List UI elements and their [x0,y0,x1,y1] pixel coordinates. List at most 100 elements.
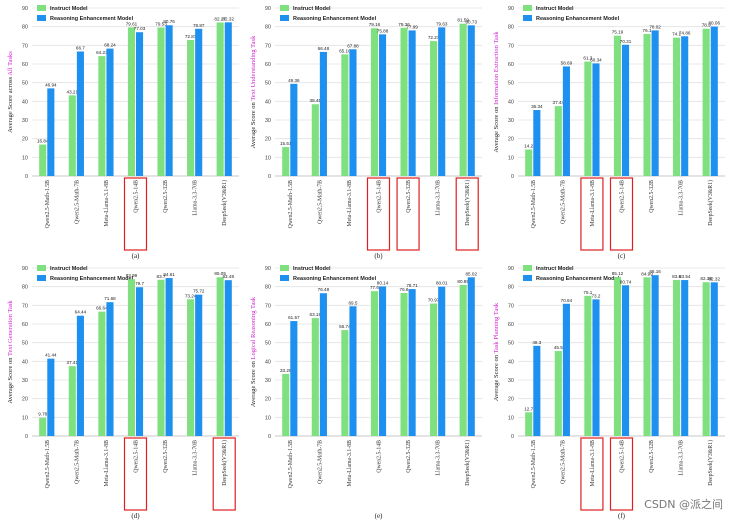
data-label: 76.6 [400,287,409,292]
data-label: 41.44 [45,353,57,358]
bar-reasoning [47,88,55,176]
legend-label: Instruct Model [293,6,331,12]
x-tick-label: Qwen2.5-Math-1.5B [45,180,51,228]
bar-reasoning [224,22,232,177]
y-axis-label-task: Logical Reasoning Task [250,296,257,359]
data-label: 66.64 [96,306,108,311]
bar-instruct [673,37,681,177]
data-label: 16.84 [37,139,49,144]
data-label: 77.6 [370,285,379,290]
x-tick-label: Llama-3.3-70B [436,440,442,476]
bar-reasoning [195,28,203,176]
bar-instruct [459,285,467,436]
x-tick-label: Qwen2.5-32B [163,440,169,473]
bar-instruct [157,279,165,436]
data-label: 77.99 [406,24,418,29]
bar-instruct [341,54,349,177]
data-label: 82.32 [223,16,235,21]
data-label: 85.12 [612,271,624,276]
data-label: 83.54 [679,274,691,279]
data-label: 84.99 [641,271,653,276]
y-tick-label: 50 [508,81,514,87]
x-tick-label: DeepSeek(V3&R1) [221,180,228,226]
panel-label: (e) [375,512,383,520]
bar-reasoning [165,25,173,176]
y-tick-label: 50 [508,341,514,347]
legend-swatch-instruct [523,265,532,271]
data-label: 15.51 [280,141,292,146]
x-tick-label: Meta-Llama-3.1-8B [104,440,110,487]
bar-reasoning [379,34,387,177]
legend: Instruct Model Reasoning Enhancement Mode… [280,265,377,282]
data-label: 85.02 [466,271,478,276]
bar-instruct [39,144,47,176]
bar-reasoning [710,26,718,176]
bar-instruct [187,299,195,436]
legend-label: Instruct Model [293,266,331,272]
legend-label: Reasoning Enhancement Model [50,276,134,282]
y-axis-label-prefix: Average Score on [493,354,500,402]
bar-instruct [127,27,135,176]
legend-label: Reasoning Enhancement Model [536,16,620,22]
data-label: 80.76 [163,19,175,24]
y-tick-label: 90 [265,6,271,12]
bar-reasoning [319,51,327,176]
y-axis-label-prefix: Average Score on [250,359,257,407]
x-tick-label: DeepSeek(V3&R1) [221,440,228,486]
bar-instruct [702,282,710,436]
data-label: 80.01 [436,281,448,286]
panel-label: (c) [618,252,626,260]
data-label: 83.7 [157,274,166,279]
data-label: 58.69 [561,60,573,65]
bar-instruct [68,366,76,436]
y-axis-label: Average Score on Text Understanding Task [250,35,257,148]
data-label: 68.24 [104,43,116,48]
y-tick-label: 30 [508,378,514,384]
data-label: 79.16 [369,22,381,27]
bar-instruct [216,277,224,436]
data-label: 49.36 [288,78,300,83]
y-axis-label-prefix: Average Score on [493,105,500,153]
data-label: 61.57 [288,315,300,320]
legend-label: Reasoning Enhancement Model [293,276,377,282]
data-label: 79.7 [135,281,144,286]
bar-reasoning [408,30,416,176]
bar-instruct [216,22,224,176]
x-tick-label: Qwen2.5-14B [377,440,383,473]
data-label: 66.7 [76,45,85,50]
data-label: 75.19 [612,30,624,35]
panel-label: (f) [618,512,626,520]
data-label: 75.1 [583,290,592,295]
bar-reasoning [136,32,144,177]
data-label: 70.97 [428,298,440,303]
legend: Instruct Model Reasoning Enhancement Mode… [523,265,620,282]
x-tick-label: Qwen2.5-14B [134,440,140,473]
data-label: 67.88 [347,43,359,48]
data-label: 63.16 [310,312,322,317]
chart-panel: 0 10 20 30 40 50 60 70 80 90 Average Score on Info… [493,5,725,260]
data-label: 76.48 [318,287,330,292]
data-label: 70.31 [620,39,632,44]
x-tick-label: DeepSeek(V3&R1) [707,440,714,486]
panel-label: (d) [131,512,140,520]
x-tick-label: Meta-Llama-3.1-8B [347,180,353,227]
legend-swatch-reasoning [37,275,46,281]
y-tick-label: 70 [22,43,28,49]
y-tick-label: 30 [22,118,28,124]
bar-reasoning [467,25,475,176]
data-label: 9.78 [38,412,47,417]
bar-reasoning [651,30,659,176]
y-tick-label: 40 [22,99,28,105]
x-tick-label: Meta-Llama-3.1-8B [590,440,596,487]
x-tick-label: Qwen2.5-14B [620,180,626,213]
y-tick-label: 60 [508,322,514,328]
data-label: 46.94 [45,82,57,87]
bar-reasoning [681,36,689,176]
x-tick-label: Qwen2.5-32B [649,440,655,473]
y-tick-label: 0 [268,174,271,180]
data-label: 80.06 [709,21,721,26]
y-tick-label: 70 [265,303,271,309]
legend-swatch-reasoning [280,275,289,281]
x-tick-label: Qwen2.5-Math-7B [317,440,323,484]
